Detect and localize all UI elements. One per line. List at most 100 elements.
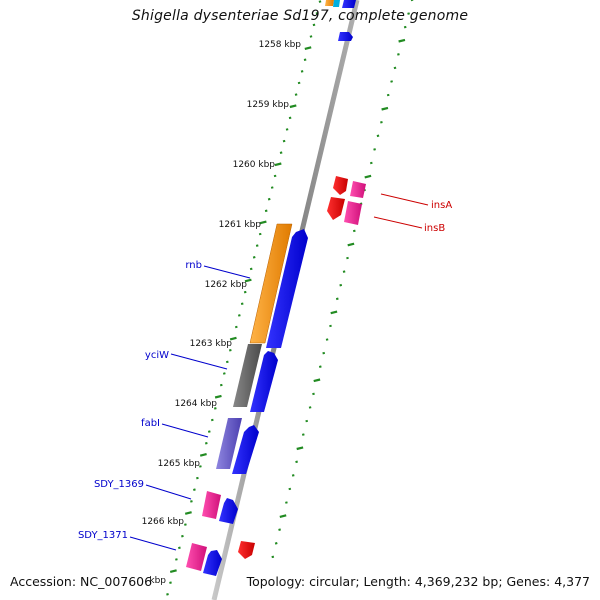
fabI-leader — [161, 423, 209, 438]
kbp-minor-tick — [267, 197, 271, 201]
kbp-minor-tick — [193, 488, 196, 491]
kbp-minor-tick — [240, 302, 244, 305]
gene-label-SDY_1369[interactable]: SDY_1369 — [94, 479, 144, 490]
kbp-minor-tick — [335, 297, 339, 301]
kbp-major-tick — [304, 46, 312, 50]
kbp-minor-tick — [219, 383, 223, 387]
kbp-minor-tick — [376, 134, 380, 138]
gene-insA-feature[interactable] — [333, 176, 366, 198]
kbp-minor-tick — [285, 128, 289, 131]
gene-label-yciW[interactable]: yciW — [145, 350, 169, 361]
kbp-minor-tick — [325, 338, 329, 341]
gene-fabI-feature[interactable] — [216, 418, 242, 469]
leader-lines — [129, 193, 429, 551]
kbp-minor-tick — [305, 419, 309, 423]
accession-info: Accession: NC_007606 — [10, 574, 152, 589]
inner-red-feature[interactable] — [238, 541, 255, 559]
kbp-major-tick — [313, 378, 321, 383]
top-blue-feature — [342, 0, 356, 8]
kbp-minor-tick — [288, 487, 292, 491]
kbp-minor-tick — [249, 267, 253, 271]
insA-leader — [380, 193, 429, 206]
kbp-major-tick — [169, 569, 177, 573]
kbp-minor-tick — [342, 270, 346, 273]
kbp-minor-tick — [315, 12, 319, 15]
kbp-minor-tick — [291, 474, 295, 477]
kbp-tick-labels: 1258 kbp 1259 kbp 1260 kbp 1261 kbp 1262… — [142, 40, 302, 586]
kbp-minor-tick — [204, 442, 208, 445]
kbp-minor-tick — [397, 53, 400, 56]
kbp-minor-tick — [228, 349, 232, 352]
gene-yciW-strand-arrow[interactable] — [250, 351, 278, 412]
gene-SDY_1371-feature[interactable] — [186, 543, 207, 571]
gene-label-rnb[interactable]: rnb — [185, 260, 202, 271]
kbp-major-tick — [289, 104, 297, 109]
genes-value: 4,377 — [554, 574, 590, 589]
gene-rnb-feature[interactable] — [249, 223, 293, 344]
gene-fabI-strand-arrow[interactable] — [232, 425, 259, 474]
accession-label: Accession: — [10, 574, 77, 589]
tick-label-1261: 1261 kbp — [219, 220, 262, 230]
yciW-leader — [170, 353, 228, 370]
kbp-minor-tick — [222, 372, 226, 375]
kbp-major-tick — [330, 310, 338, 315]
kbp-minor-tick — [273, 174, 277, 178]
SDY_1371-leader — [129, 536, 177, 551]
kbp-minor-tick — [346, 256, 349, 260]
kbp-minor-tick — [312, 23, 316, 27]
kbp-minor-tick — [169, 581, 172, 584]
kbp-minor-tick — [294, 93, 298, 96]
kbp-minor-tick — [184, 523, 187, 526]
kbp-minor-tick — [390, 80, 393, 83]
kbp-major-tick — [347, 242, 355, 247]
kbp-major-tick — [214, 394, 222, 399]
kbp-minor-tick — [210, 418, 214, 422]
kbp-major-tick — [199, 453, 207, 457]
tick-label-1264: 1264 kbp — [175, 399, 218, 409]
kbp-minor-tick — [380, 121, 383, 124]
genome-summary: Topology: circular; Length: 4,369,232 bp… — [242, 574, 590, 589]
tick-label-1262: 1262 kbp — [205, 280, 248, 290]
tick-label-1260: 1260 kbp — [233, 160, 276, 170]
kbp-major-tick — [229, 336, 237, 341]
gene-label-SDY_1371[interactable]: SDY_1371 — [78, 530, 128, 541]
gene-SDY_1371-strand-arrow[interactable] — [203, 550, 222, 576]
kbp-minor-tick — [278, 528, 281, 531]
gene-yciW-feature[interactable] — [233, 344, 262, 407]
kbp-minor-tick — [369, 161, 373, 165]
tick-label-1258: 1258 kbp — [259, 40, 302, 50]
kbp-major-tick — [259, 220, 267, 225]
kbp-major-tick — [364, 174, 372, 179]
kbp-minor-tick — [300, 70, 304, 73]
length-label: Length: — [363, 574, 411, 589]
top-cyan-feature — [333, 0, 340, 7]
tick-label-1259: 1259 kbp — [247, 100, 290, 110]
kbp-minor-tick — [225, 360, 229, 364]
gene-insB-feature[interactable] — [327, 197, 362, 225]
kbp-minor-tick — [312, 392, 315, 396]
gene-SDY_1369-strand-arrow[interactable] — [219, 498, 238, 524]
gene-label-insB[interactable]: insB — [424, 223, 445, 234]
kbp-minor-tick — [309, 35, 313, 38]
gene-rnb-strand-arrow[interactable] — [266, 229, 308, 348]
kbp-minor-tick — [199, 465, 202, 468]
kbp-major-tick — [381, 106, 389, 111]
kbp-major-tick — [244, 278, 252, 283]
kbp-minor-tick — [393, 66, 397, 70]
kbp-minor-tick — [258, 232, 262, 236]
kbp-minor-tick — [303, 58, 307, 61]
kbp-minor-tick — [301, 433, 305, 436]
insB-leader — [373, 216, 423, 229]
kbp-minor-tick — [190, 500, 193, 503]
kbp-minor-tick — [175, 558, 178, 561]
kbp-major-tick — [398, 38, 406, 43]
kbp-major-tick — [279, 514, 287, 518]
kbp-minor-tick — [339, 283, 343, 287]
kbp-minor-tick — [282, 139, 286, 143]
genes-label: Genes: — [506, 574, 551, 589]
gene-label-fabI[interactable]: fabI — [141, 418, 160, 429]
gene-label-insA[interactable]: insA — [431, 200, 452, 211]
kbp-minor-tick — [271, 555, 275, 559]
gene-SDY_1369-feature[interactable] — [202, 491, 221, 519]
kbp-minor-tick — [270, 186, 274, 189]
